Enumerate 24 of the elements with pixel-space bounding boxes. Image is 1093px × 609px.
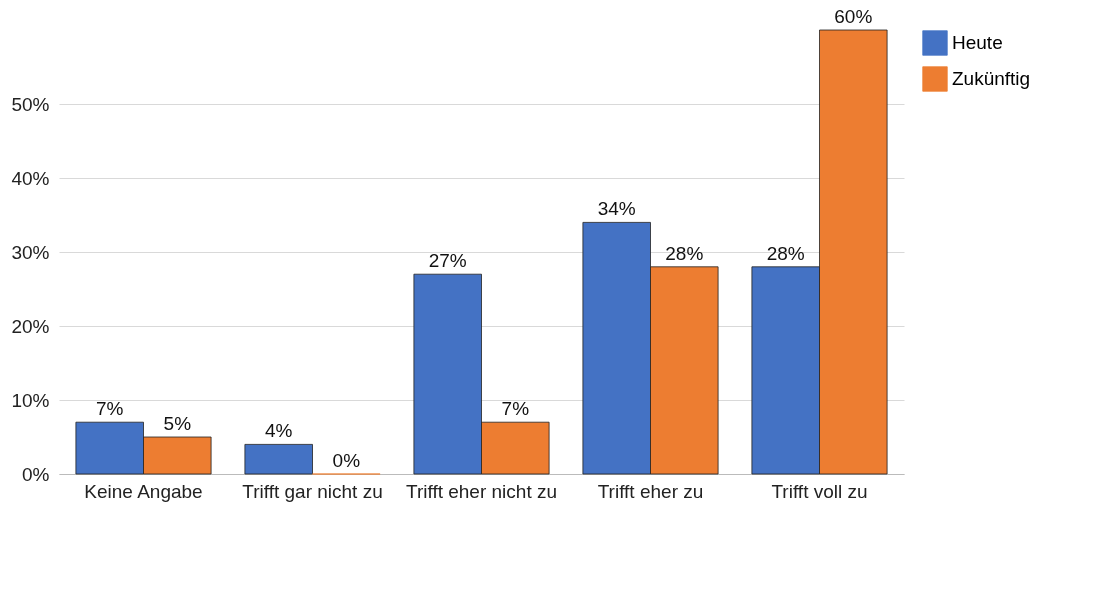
bar: [244, 444, 313, 475]
data-label: 4%: [264, 420, 293, 442]
data-label: 5%: [163, 413, 192, 434]
data-label: 60%: [834, 6, 873, 27]
x-tick-label: Trifft eher zu: [597, 480, 704, 502]
x-tick-label: Trifft gar nicht zu: [242, 480, 383, 502]
data-label: 27%: [428, 250, 467, 272]
legend-label: Heute: [952, 32, 1003, 53]
y-tick-label: 30%: [11, 241, 50, 263]
data-label: 34%: [597, 198, 636, 220]
y-tick-label: 20%: [11, 315, 50, 337]
x-tick-label: Trifft voll zu: [771, 480, 868, 502]
y-tick-label: 50%: [11, 93, 50, 115]
x-tick-label: Keine Angabe: [84, 480, 203, 502]
data-label: 28%: [766, 242, 805, 264]
x-tick-label: Trifft eher nicht zu: [405, 480, 558, 502]
legend-label: Zukünftig: [952, 68, 1031, 89]
y-tick-label: 0%: [22, 463, 50, 485]
y-tick-label: 10%: [11, 389, 50, 411]
data-label: 7%: [501, 398, 530, 420]
y-tick-label: 40%: [11, 167, 50, 189]
data-label: 0%: [332, 450, 361, 471]
data-label: 7%: [95, 398, 124, 420]
data-label: 28%: [665, 242, 704, 264]
